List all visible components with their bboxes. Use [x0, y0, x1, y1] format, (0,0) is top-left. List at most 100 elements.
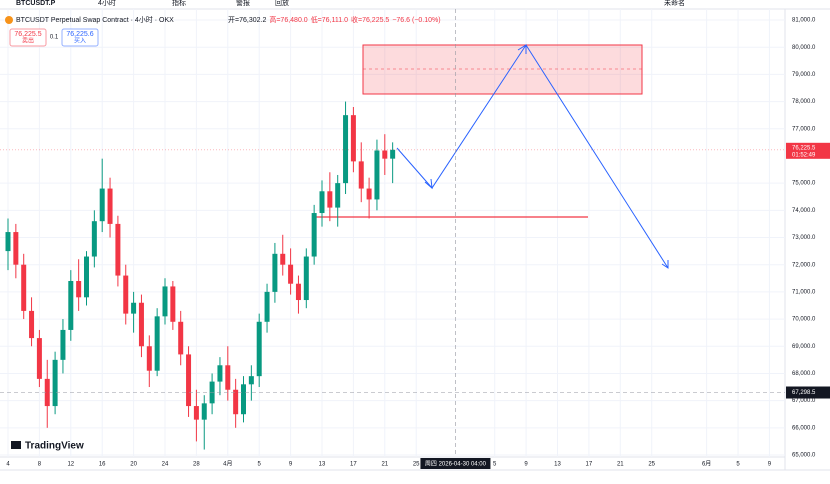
candle-body	[343, 115, 349, 184]
candle-body	[201, 403, 207, 420]
x-tick-label: 5	[736, 462, 740, 468]
y-tick-label: 75,000.0	[792, 181, 816, 187]
logo-mark	[11, 441, 21, 449]
ohlc-value: 低=76,111.0	[311, 15, 348, 24]
y-tick-label: 66,000.0	[792, 425, 816, 431]
candle-body	[60, 329, 66, 360]
candle-body	[186, 354, 192, 407]
countdown: 01:52:49	[792, 152, 816, 158]
candle-body	[327, 191, 333, 208]
y-tick-label: 77,000.0	[792, 126, 816, 132]
arrow-head	[661, 260, 669, 269]
y-tick-label: 73,000.0	[792, 235, 816, 241]
x-tick-label: 16	[99, 462, 106, 468]
arrow-head	[517, 44, 527, 54]
candle-body	[288, 264, 294, 284]
y-tick-label: 65,000.0	[792, 453, 816, 459]
toolbar-item: BTCUSDT.P	[16, 0, 56, 7]
ohlc-value: −76.6 (−0.10%)	[392, 17, 440, 24]
x-tick-label: 20	[130, 462, 137, 468]
x-tick-label: 9	[768, 462, 772, 468]
forecast-path	[396, 44, 669, 269]
candle-body	[84, 256, 89, 298]
candle-body	[138, 302, 144, 347]
logo: TradingView	[11, 441, 84, 452]
x-tick-label: 12	[67, 462, 74, 468]
y-tick-label: 74,000.0	[792, 208, 816, 214]
symbol-title: BTCUSDT Perpetual Swap Contract · 4小时 · …	[16, 15, 174, 24]
candle-body	[131, 302, 137, 314]
toolbar-item: 4小时	[98, 0, 116, 7]
x-tick-label: 13	[319, 462, 326, 468]
candle-body	[21, 264, 27, 311]
candle-body	[178, 321, 184, 355]
candle-body	[350, 115, 356, 162]
sell-button[interactable]	[9, 28, 47, 47]
toolbar-item: 警报	[236, 0, 250, 7]
candle-body	[29, 310, 35, 339]
candle-body	[256, 321, 262, 377]
x-tick-label: 9	[289, 462, 293, 468]
candle-body	[319, 191, 325, 214]
x-tick-label: 4	[6, 462, 10, 468]
x-tick-label: 24	[162, 462, 169, 468]
candle-body	[193, 406, 199, 420]
x-tick-label: 25	[413, 462, 420, 468]
y-tick-label: 81,000.0	[792, 18, 816, 24]
x-tick-label: 6月	[702, 461, 711, 468]
candle-body	[5, 232, 11, 252]
candle-body	[272, 253, 278, 292]
y-tick-label: 69,000.0	[792, 344, 816, 350]
x-tick-label: 17	[586, 462, 593, 468]
candle-body	[264, 291, 270, 322]
x-tick-label: 25	[648, 462, 655, 468]
buy-button[interactable]	[61, 28, 99, 47]
toolbar-item: 回放	[275, 0, 289, 7]
toolbar: BTCUSDT.P 4小时 指标 警报 回放 未命名	[16, 0, 685, 7]
y-tick-label: 72,000.0	[792, 262, 816, 268]
candle-body	[146, 346, 152, 371]
candle-body	[233, 389, 239, 415]
sell-price: 76,225.5	[14, 31, 41, 38]
header: BTCUSDT Perpetual Swap Contract · 4小时 · …	[5, 15, 441, 47]
candle-body	[248, 376, 254, 385]
x-tick-label: 5	[258, 462, 262, 468]
x-tick-label: 21	[617, 462, 624, 468]
last-price-box	[786, 142, 830, 159]
sell-label: 卖出	[22, 37, 34, 45]
ohlc: 开=76,302.2 高=76,480.0 低=76,111.0 收=76,225.5…	[228, 15, 441, 24]
toolbar-item: 未命名	[664, 0, 685, 7]
arrow-head	[424, 178, 433, 190]
crosshair-date-box	[420, 458, 491, 469]
y-tick-label: 80,000.0	[792, 45, 816, 51]
drawings	[316, 44, 669, 269]
qty: 0.1	[50, 35, 59, 41]
x-tick-label: 5	[493, 462, 497, 468]
candle-body	[154, 316, 160, 371]
candle-body	[36, 338, 42, 379]
candle-body	[170, 286, 176, 322]
candle-body	[99, 188, 105, 222]
y-tick-label: 78,000.0	[792, 99, 816, 105]
candle-body	[303, 256, 309, 301]
candle-body	[225, 365, 231, 390]
candles	[5, 101, 396, 450]
y-tick-label: 79,000.0	[792, 72, 816, 78]
x-tick-label: 17	[350, 462, 357, 468]
crosshair-price-box	[786, 386, 830, 399]
candle-body	[115, 223, 121, 276]
candle-body	[76, 281, 82, 298]
candle-body	[335, 183, 341, 208]
candle-body	[162, 286, 168, 317]
y-tick-label: 68,000.0	[792, 371, 816, 377]
logo-text: TradingView	[25, 441, 84, 452]
candle-body	[295, 283, 301, 301]
ohlc-value: 开=76,302.2	[228, 16, 266, 24]
grid: 81,000.0 80,000.0 79,000.0 78,000.0 77,000.0…	[0, 9, 816, 468]
y-tick-label: 67,000.0	[792, 398, 816, 404]
candle-body	[374, 150, 380, 200]
